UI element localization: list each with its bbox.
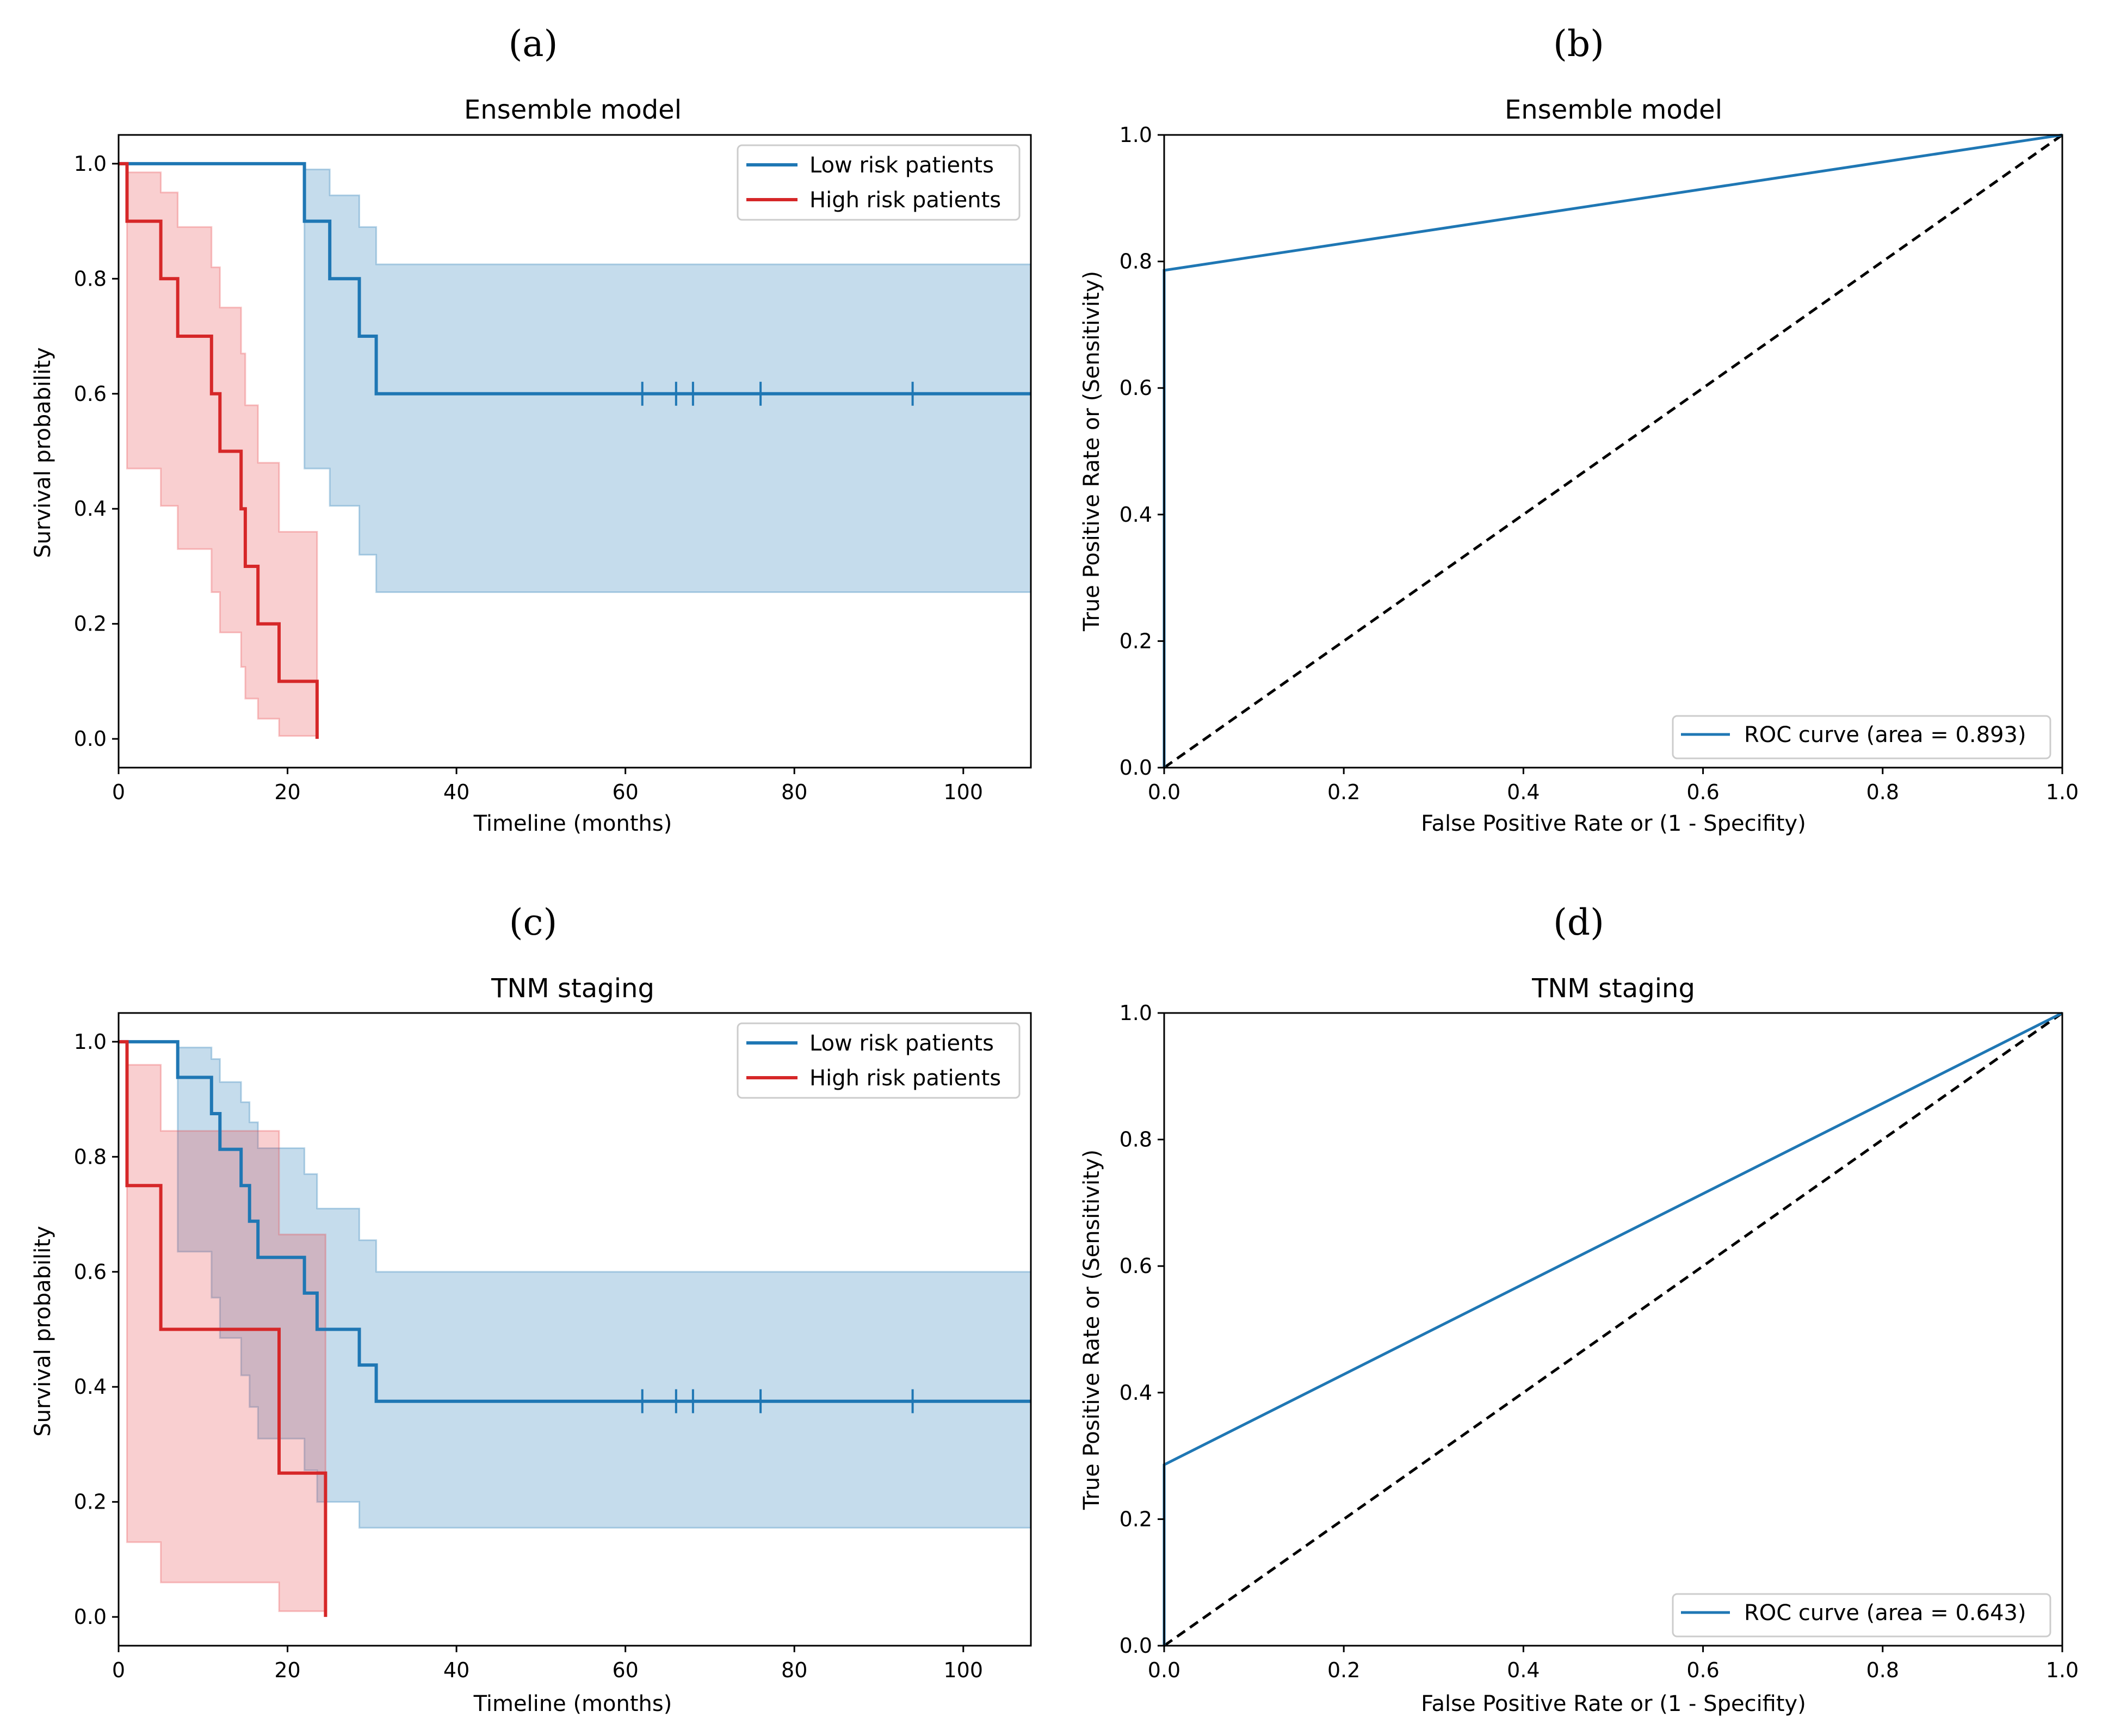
x-axis-label-b: False Positive Rate or (1 - Specifity) xyxy=(1421,811,1806,836)
x-tick-label-d: 0.0 xyxy=(1148,1658,1180,1682)
panel-b: (b) Ensemble model False Positive Rate o… xyxy=(1079,23,2079,836)
plot-frame-c xyxy=(118,1012,1032,1647)
y-axis-label-a: Survival probability xyxy=(30,347,55,558)
legend-c: Low risk patients High risk patients xyxy=(737,1022,1021,1099)
legend-label-roc-d: ROC curve (area = 0.643) xyxy=(1744,1601,2026,1626)
legend-label-low-c: Low risk patients xyxy=(809,1031,994,1056)
x-tick-label-d: 0.4 xyxy=(1507,1658,1540,1682)
x-tick-label-d: 1.0 xyxy=(2046,1658,2079,1682)
survival-line-high-a xyxy=(119,162,319,739)
ci-band-high-a xyxy=(119,163,318,737)
chart-title-a: Ensemble model xyxy=(464,95,682,125)
plot-area-c: 0 20 40 60 80 100 0.0 0.2 0.4 0.6 0.8 1.0 xyxy=(74,1030,1032,1682)
x-tick-label-c: 80 xyxy=(781,1658,807,1682)
x-tick-label-c: 0 xyxy=(112,1658,125,1682)
y-tick-label-c: 0.8 xyxy=(74,1145,107,1169)
survival-line-low-a xyxy=(119,162,1031,396)
x-tick-label-b: 0.2 xyxy=(1327,780,1360,804)
y-tick-label-b: 0.0 xyxy=(1120,756,1152,780)
x-axis-label-a: Timeline (months) xyxy=(473,811,672,836)
legend-label-high-c: High risk patients xyxy=(809,1066,1001,1091)
x-tick-label-a: 60 xyxy=(612,780,638,804)
x-tick-label-b: 0.4 xyxy=(1507,780,1540,804)
legend-box-b xyxy=(1672,715,2051,759)
plot-frame-a xyxy=(118,134,1032,769)
y-tick-label-c: 0.0 xyxy=(74,1605,107,1629)
y-axis-label-b: True Positive Rate or (Sensitivity) xyxy=(1079,271,1104,632)
legend-box-d xyxy=(1672,1593,2051,1638)
legend-box-c xyxy=(737,1022,1021,1099)
plot-frame-d xyxy=(1163,1012,2063,1647)
y-tick-label-a: 0.6 xyxy=(74,382,107,406)
plot-area-a: 0 20 40 60 80 100 0.0 0.2 0.4 0.6 0.8 1.0 xyxy=(74,152,1032,804)
chart-title-b: Ensemble model xyxy=(1505,95,1722,125)
chart-title-c: TNM staging xyxy=(491,973,654,1004)
x-tick-label-b: 0.8 xyxy=(1866,780,1899,804)
x-tick-label-b: 0.0 xyxy=(1148,780,1180,804)
panel-c: (c) TNM staging Timeline (months) Surviv… xyxy=(30,901,1032,1716)
x-tick-label-a: 40 xyxy=(443,780,469,804)
y-tick-label-b: 0.8 xyxy=(1120,250,1152,274)
x-tick-label-d: 0.2 xyxy=(1327,1658,1360,1682)
x-tick-label-b: 0.6 xyxy=(1686,780,1719,804)
y-axis-label-c: Survival probability xyxy=(30,1226,55,1436)
x-tick-label-d: 0.8 xyxy=(1866,1658,1899,1682)
y-tick-label-d: 0.0 xyxy=(1120,1634,1152,1658)
panel-a: (a) Ensemble model Timeline (months) Sur… xyxy=(30,23,1032,836)
chart-title-d: TNM staging xyxy=(1531,973,1695,1004)
y-tick-label-c: 0.4 xyxy=(74,1375,107,1399)
y-tick-label-c: 1.0 xyxy=(74,1030,107,1054)
survival-line-low-c xyxy=(119,1040,1031,1403)
y-tick-label-d: 1.0 xyxy=(1120,1001,1152,1025)
y-tick-label-b: 0.4 xyxy=(1120,503,1152,527)
x-tick-label-a: 0 xyxy=(112,780,125,804)
x-tick-label-a: 80 xyxy=(781,780,807,804)
y-tick-label-d: 0.2 xyxy=(1120,1507,1152,1531)
y-tick-label-a: 0.4 xyxy=(74,497,107,521)
panel-d: (d) TNM staging False Positive Rate or (… xyxy=(1079,901,2079,1716)
y-tick-label-b: 1.0 xyxy=(1120,123,1152,147)
y-tick-label-d: 0.6 xyxy=(1120,1254,1152,1278)
survival-line-high-c xyxy=(119,1040,327,1617)
x-tick-label-b: 1.0 xyxy=(2046,780,2079,804)
panel-label-a: (a) xyxy=(509,23,558,65)
legend-a: Low risk patients High risk patients xyxy=(737,144,1021,221)
x-tick-label-a: 20 xyxy=(274,780,300,804)
plot-area-b: 0.0 0.2 0.4 0.6 0.8 1.0 0.0 0.2 0.4 0.6 0.8 1.0 xyxy=(1120,123,2079,804)
panel-label-b: (b) xyxy=(1553,23,1604,65)
y-tick-label-d: 0.4 xyxy=(1120,1381,1152,1405)
y-tick-label-a: 0.0 xyxy=(74,727,107,751)
ci-band-high-c xyxy=(119,1041,326,1613)
plot-frame-b xyxy=(1163,134,2063,769)
x-tick-label-c: 20 xyxy=(274,1658,300,1682)
y-tick-label-c: 0.6 xyxy=(74,1260,107,1284)
legend-d: ROC curve (area = 0.643) xyxy=(1672,1593,2051,1638)
y-tick-label-b: 0.6 xyxy=(1120,376,1152,400)
panel-label-c: (c) xyxy=(509,901,557,943)
legend-label-roc-b: ROC curve (area = 0.893) xyxy=(1744,722,2026,747)
y-tick-label-a: 1.0 xyxy=(74,152,107,176)
panel-label-d: (d) xyxy=(1553,901,1604,943)
diagonal-reference-b xyxy=(1163,133,2063,769)
x-axis-label-c: Timeline (months) xyxy=(473,1691,672,1716)
y-axis-label-d: True Positive Rate or (Sensitivity) xyxy=(1079,1150,1104,1510)
y-tick-label-d: 0.8 xyxy=(1120,1128,1152,1152)
y-tick-label-b: 0.2 xyxy=(1120,629,1152,653)
legend-label-low-a: Low risk patients xyxy=(809,153,994,178)
y-tick-label-c: 0.2 xyxy=(74,1490,107,1514)
plot-area-d: 0.0 0.2 0.4 0.6 0.8 1.0 0.0 0.2 0.4 0.6 0.8 1.0 xyxy=(1120,1001,2079,1682)
x-axis-label-d: False Positive Rate or (1 - Specifity) xyxy=(1421,1691,1806,1716)
y-tick-label-a: 0.8 xyxy=(74,267,107,291)
legend-box-a xyxy=(737,144,1021,221)
x-tick-label-c: 40 xyxy=(443,1658,469,1682)
x-tick-label-c: 100 xyxy=(944,1658,984,1682)
diagonal-reference-d xyxy=(1163,1011,2063,1647)
legend-b: ROC curve (area = 0.893) xyxy=(1672,715,2051,759)
x-tick-label-d: 0.6 xyxy=(1686,1658,1719,1682)
y-tick-label-a: 0.2 xyxy=(74,612,107,636)
x-tick-label-a: 100 xyxy=(944,780,984,804)
legend-label-high-a: High risk patients xyxy=(809,188,1001,213)
x-tick-label-c: 60 xyxy=(612,1658,638,1682)
